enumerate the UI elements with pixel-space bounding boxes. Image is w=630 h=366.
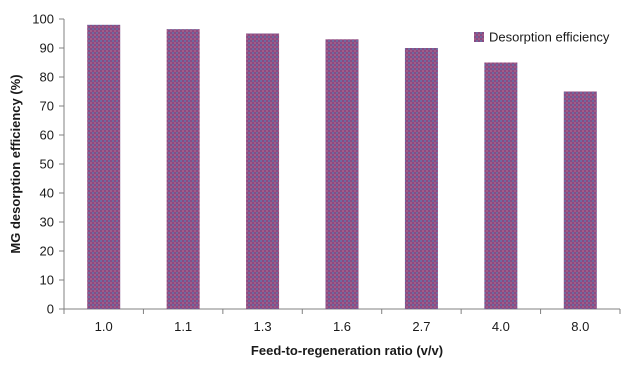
bar-1.6 <box>325 39 359 310</box>
bars <box>87 24 597 310</box>
x-tick-label: 1.3 <box>254 319 272 334</box>
y-tick-label: 70 <box>40 99 54 114</box>
y-tick-label: 80 <box>40 70 54 85</box>
y-tick-label: 90 <box>40 41 54 56</box>
y-tick-label: 40 <box>40 186 54 201</box>
x-tick-label: 1.6 <box>333 319 351 334</box>
legend: Desorption efficiency <box>474 30 610 45</box>
y-tick-label: 0 <box>47 302 54 317</box>
legend-label: Desorption efficiency <box>489 30 610 45</box>
bar-1.0 <box>87 24 121 310</box>
bar-1.3 <box>246 33 280 309</box>
x-tick-label: 4.0 <box>492 319 510 334</box>
y-tick-label: 100 <box>32 12 54 27</box>
x-tick-label: 1.0 <box>95 319 113 334</box>
x-tick-label: 8.0 <box>571 319 589 334</box>
y-tick-label: 60 <box>40 128 54 143</box>
bar-8.0 <box>563 91 597 309</box>
x-tick-label: 1.1 <box>174 319 192 334</box>
y-tick-label: 30 <box>40 215 54 230</box>
labels: 0 10 20 30 40 50 60 70 80 90 100 1.0 1.1 1.3 1.6 2.7 4.0… <box>8 12 589 359</box>
y-tick-label: 10 <box>40 273 54 288</box>
y-tick-label: 20 <box>40 244 54 259</box>
y-tick-label: 50 <box>40 157 54 172</box>
bar-2.7 <box>404 48 438 309</box>
legend-swatch <box>474 32 484 42</box>
x-axis-title: Feed-to-regeneration ratio (v/v) <box>251 343 443 358</box>
axes <box>59 18 621 314</box>
x-tick-label: 2.7 <box>412 319 430 334</box>
bar-1.1 <box>166 29 200 310</box>
bar-4.0 <box>484 62 518 309</box>
y-axis-title: MG desorption efficiency (%) <box>8 74 23 253</box>
